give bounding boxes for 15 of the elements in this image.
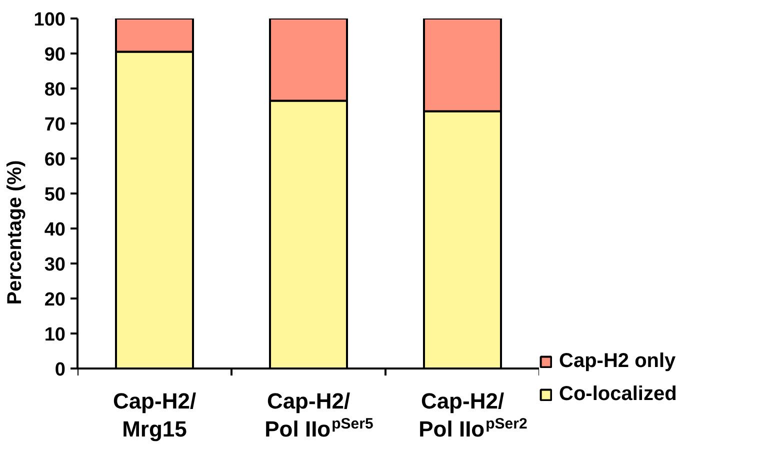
y-tick-label: 70 [44,114,66,136]
x-tick-label: Cap-H2/ Mrg15 [112,388,196,442]
y-tick-label: 50 [44,184,66,206]
y-tick-label: 30 [44,254,66,276]
y-tick-label: 40 [44,220,66,240]
y-tick-label: 100 [34,10,66,30]
y-tick-label: 60 [44,150,66,170]
y-tick-label: 10 [44,324,66,346]
y-tick-label: 0 [54,360,66,380]
y-axis-title: Percentage (%) [4,160,26,305]
y-tick-label: 20 [44,290,66,310]
legend-label: Co-localized [559,383,677,406]
legend-label: Cap-H2 only [559,350,676,373]
y-tick-label: 90 [44,44,66,66]
y-tick-label: 80 [44,80,66,100]
